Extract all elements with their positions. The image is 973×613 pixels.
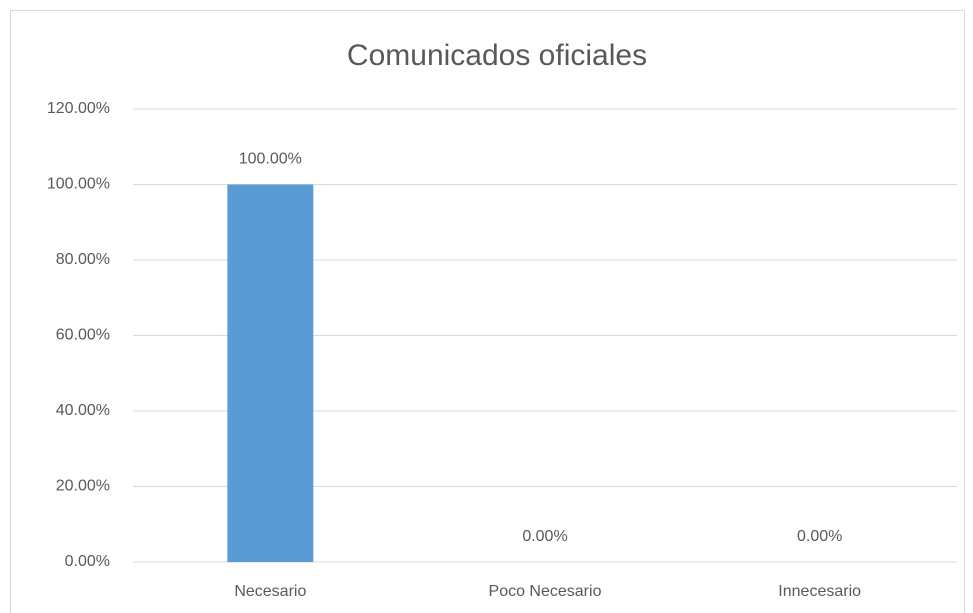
data-label: 0.00% — [797, 528, 842, 545]
data-label: 0.00% — [522, 528, 567, 545]
chart-title: Comunicados oficiales — [347, 39, 647, 72]
bar — [227, 184, 314, 562]
x-tick-label: Necesario — [234, 583, 306, 600]
x-tick-label: Innecesario — [778, 583, 861, 600]
y-tick-label: 100.00% — [47, 176, 110, 193]
y-tick-label: 40.00% — [56, 402, 110, 419]
data-label: 100.00% — [239, 151, 302, 168]
y-tick-label: 60.00% — [56, 327, 110, 344]
y-tick-label: 0.00% — [65, 553, 110, 570]
chart-border — [10, 10, 965, 613]
y-tick-label: 80.00% — [56, 251, 110, 268]
y-tick-label: 20.00% — [56, 478, 110, 495]
x-tick-label: Poco Necesario — [489, 583, 602, 600]
y-tick-label: 120.00% — [47, 100, 110, 117]
